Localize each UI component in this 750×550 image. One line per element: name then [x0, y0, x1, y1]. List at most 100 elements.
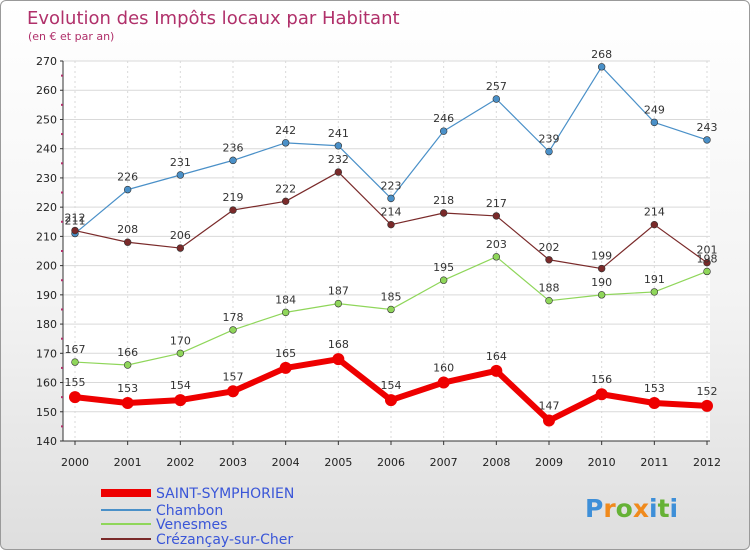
data-point [492, 253, 501, 261]
data-label: 212 [65, 212, 86, 225]
data-label: 199 [591, 250, 612, 263]
data-point [227, 385, 239, 398]
data-label: 167 [65, 343, 86, 356]
data-label: 195 [433, 261, 454, 274]
data-label: 153 [644, 382, 665, 395]
y-minor-tick [61, 191, 63, 194]
y-tick-label: 250 [36, 113, 57, 126]
x-tick-label: 2006 [377, 456, 405, 469]
legend-label: Crézançay-sur-Cher [156, 532, 293, 548]
data-point [492, 212, 501, 220]
data-point [279, 361, 292, 374]
data-point [650, 220, 659, 229]
data-point [597, 291, 606, 299]
data-point [439, 276, 448, 284]
data-point [545, 256, 553, 264]
data-point [385, 394, 397, 407]
logo-letter: P [585, 494, 603, 523]
data-label: 190 [591, 276, 612, 289]
data-label: 241 [328, 127, 349, 140]
y-minor-tick [61, 425, 63, 428]
axes: 140 150 160 170 180 190 200 210 220 230 240 250 260 2… [36, 55, 721, 469]
data-point [439, 127, 448, 135]
y-minor-tick [61, 220, 63, 223]
data-point [174, 394, 187, 407]
data-label: 157 [223, 370, 244, 383]
data-label: 168 [328, 338, 349, 351]
y-minor-tick [61, 396, 63, 399]
data-label: 223 [381, 179, 402, 192]
data-point [281, 308, 290, 317]
data-label: 246 [433, 112, 454, 125]
data-label: 232 [328, 153, 349, 166]
y-tick-label: 210 [36, 230, 57, 243]
y-minor-tick [61, 103, 63, 106]
data-label: 154 [381, 379, 402, 392]
y-tick-label: 230 [36, 172, 57, 185]
chart-title: Evolution des Impôts locaux par Habitant [27, 8, 400, 29]
legend-label: Venesmes [156, 517, 227, 533]
y-tick-label: 150 [36, 406, 57, 419]
y-tick-label: 260 [36, 84, 57, 97]
data-label: 202 [539, 241, 560, 254]
data-label: 222 [275, 182, 296, 195]
x-tick-label: 2008 [482, 456, 510, 469]
data-point [71, 226, 79, 235]
data-label: 268 [591, 48, 612, 61]
y-tick-label: 180 [36, 318, 57, 331]
data-point [176, 171, 185, 179]
data-point [387, 220, 395, 229]
data-label: 203 [486, 238, 507, 251]
data-point [703, 267, 711, 276]
data-point [123, 238, 132, 246]
data-label: 166 [117, 346, 138, 359]
data-label: 178 [223, 311, 244, 324]
y-tick-label: 190 [36, 289, 57, 302]
data-point [703, 136, 711, 144]
data-label: 214 [381, 206, 402, 219]
y-tick-label: 220 [36, 201, 57, 214]
y-minor-tick [61, 250, 63, 252]
data-label: 153 [117, 382, 138, 395]
logo-letter: x [633, 494, 649, 523]
data-label: 184 [275, 293, 296, 306]
data-point [123, 185, 132, 194]
y-minor-tick [61, 337, 63, 340]
legend-label: SAINT-SYMPHORIEN [156, 486, 294, 502]
legend-label: Chambon [156, 503, 223, 519]
data-point [69, 391, 81, 404]
data-label: 165 [275, 347, 296, 360]
x-tick-label: 2012 [693, 456, 721, 469]
data-point [123, 361, 132, 369]
data-point [437, 376, 450, 389]
series-venesmes [71, 253, 711, 369]
data-label: 236 [223, 141, 244, 154]
x-tick-label: 2000 [61, 456, 89, 469]
series-chambon [71, 63, 711, 238]
data-point [648, 397, 661, 409]
data-point [703, 258, 711, 267]
data-label: 243 [697, 121, 718, 134]
data-point [650, 288, 659, 296]
x-tick-label: 2011 [640, 456, 668, 469]
data-label: 201 [697, 244, 718, 257]
gridlines [63, 60, 710, 442]
y-minor-tick [61, 74, 63, 77]
data-label: 198 [697, 252, 718, 265]
logo-letter: o [616, 494, 633, 523]
data-label: 239 [539, 133, 560, 146]
data-point [176, 244, 185, 252]
x-tick-label: 2001 [114, 456, 142, 469]
chart-subtitle: (en € et par an) [28, 30, 114, 43]
data-point [121, 397, 134, 409]
data-point [334, 299, 343, 308]
data-point [334, 142, 343, 150]
data-label: 217 [486, 197, 507, 210]
y-minor-tick [61, 308, 63, 311]
logo-letter: r [603, 494, 616, 523]
data-label: 218 [433, 194, 454, 207]
data-label: 160 [433, 362, 454, 375]
y-tick-label: 140 [36, 435, 57, 448]
